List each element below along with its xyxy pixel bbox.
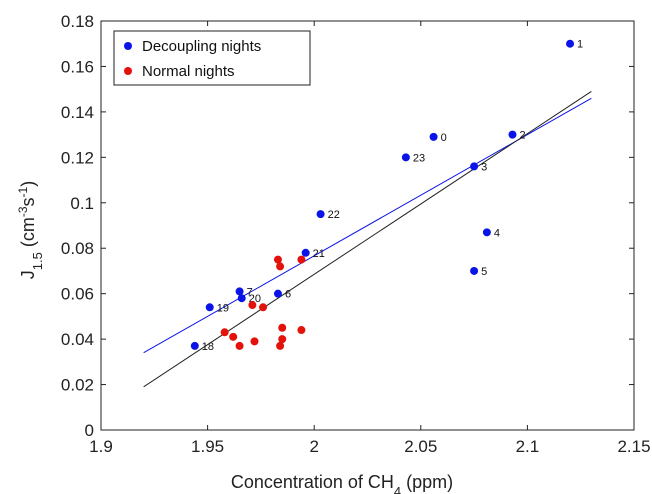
data-point	[566, 39, 575, 48]
x-tick-label: 1.9	[89, 437, 113, 456]
x-tick-label: 2.15	[617, 437, 650, 456]
legend-marker-normal	[124, 67, 132, 75]
legend: Decoupling nights Normal nights	[113, 30, 311, 86]
point-label: 23	[413, 152, 425, 164]
data-point	[190, 341, 199, 350]
data-point	[278, 335, 287, 344]
data-point	[273, 255, 282, 264]
data-point	[301, 248, 310, 257]
y-tick-label: 0.12	[61, 148, 94, 167]
x-tick-label: 2.1	[516, 437, 540, 456]
x-axis-label: Concentration of CH4 (ppm)	[231, 472, 453, 494]
legend-label-normal: Normal nights	[142, 63, 235, 80]
point-label: 6	[285, 289, 291, 301]
point-label: 22	[328, 209, 340, 221]
data-point	[429, 132, 438, 141]
data-point	[482, 228, 491, 237]
data-point	[470, 266, 479, 275]
data-point	[220, 328, 229, 337]
point-label: 4	[494, 227, 500, 239]
point-label: 7	[247, 286, 253, 298]
fit-line-1	[143, 91, 592, 388]
data-point	[297, 326, 306, 335]
data-point	[235, 287, 244, 296]
point-label: 21	[313, 248, 325, 260]
point-label: 18	[202, 341, 214, 353]
point-label: 1	[577, 39, 583, 51]
x-tick-label: 2.05	[404, 437, 437, 456]
y-tick-label: 0.14	[61, 103, 94, 122]
data-point	[508, 130, 517, 139]
legend-label-decoupling: Decoupling nights	[142, 38, 261, 55]
y-tick-label: 0.1	[70, 194, 94, 213]
y-axis-label: J1.5 (cm-3s-1)	[16, 181, 45, 279]
y-tick-label: 0.08	[61, 239, 94, 258]
y-tick-label: 0.04	[61, 330, 94, 349]
y-tick-label: 0	[85, 421, 94, 440]
point-label: 0	[441, 132, 447, 144]
legend-box	[113, 30, 311, 86]
point-label: 5	[481, 266, 487, 278]
data-point	[273, 289, 282, 298]
data-point	[235, 341, 244, 350]
plot-border	[100, 20, 635, 431]
data-point	[401, 153, 410, 162]
axis-ticks: 1.9 1.95 2 2.05 2.1 2.15 0 0.02 0.04 0.06 0.08 0.1 0…	[61, 12, 651, 456]
fit-lines	[143, 91, 592, 388]
data-point	[297, 255, 306, 264]
data-point	[205, 303, 214, 312]
data-point	[259, 303, 268, 312]
data-point	[276, 262, 285, 271]
data-point	[470, 162, 479, 171]
point-label: 2	[519, 130, 525, 142]
data-point	[237, 294, 246, 303]
point-label: 3	[481, 161, 487, 173]
point-label: 19	[217, 302, 229, 314]
x-tick-label: 2	[309, 437, 318, 456]
data-point	[248, 301, 257, 310]
legend-marker-decoupling	[124, 42, 132, 50]
y-tick-label: 0.16	[61, 57, 94, 76]
y-tick-label: 0.02	[61, 376, 94, 395]
data-point	[250, 337, 259, 346]
data-point	[316, 210, 325, 219]
plot-frame	[100, 20, 635, 431]
data-point	[229, 332, 238, 341]
y-tick-label: 0.06	[61, 285, 94, 304]
y-tick-label: 0.18	[61, 12, 94, 31]
data-point	[278, 323, 287, 332]
data-point	[276, 341, 285, 350]
x-tick-label: 1.95	[191, 437, 224, 456]
